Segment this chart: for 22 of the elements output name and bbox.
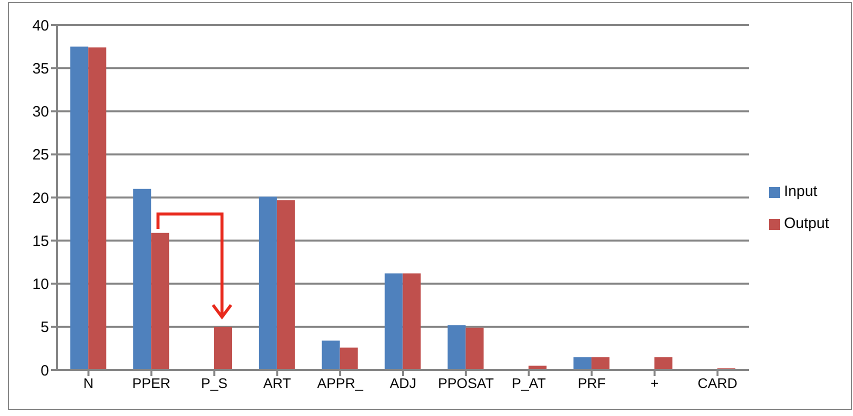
- x-tick-label: PPOSAT: [438, 374, 494, 391]
- x-tick-label: P_AT: [512, 374, 546, 391]
- legend-label: Output: [784, 215, 829, 232]
- x-tick-label: N: [83, 374, 94, 391]
- y-tick-label: 10: [32, 276, 49, 294]
- x-tick-label: APPR_: [317, 374, 364, 391]
- x-tick-label: PPER: [132, 374, 170, 391]
- y-tick-label: 20: [32, 190, 49, 207]
- x-tick-label: P_S: [201, 374, 228, 391]
- y-tick-label: 15: [32, 232, 49, 250]
- y-tick-label: 40: [32, 17, 49, 34]
- x-tick-label: ADJ: [390, 374, 416, 391]
- y-tick-label: 25: [32, 146, 49, 164]
- legend-label: Input: [784, 183, 818, 200]
- y-tick-label: 30: [32, 104, 49, 121]
- x-tick-label: CARD: [698, 374, 738, 391]
- y-tick-label: 0: [40, 362, 49, 380]
- y-tick-label: 5: [40, 319, 49, 336]
- x-tick-label: ART: [263, 374, 292, 391]
- x-tick-label: +: [650, 374, 659, 391]
- x-tick-label: PRF: [578, 374, 606, 391]
- y-tick-label: 35: [32, 60, 49, 78]
